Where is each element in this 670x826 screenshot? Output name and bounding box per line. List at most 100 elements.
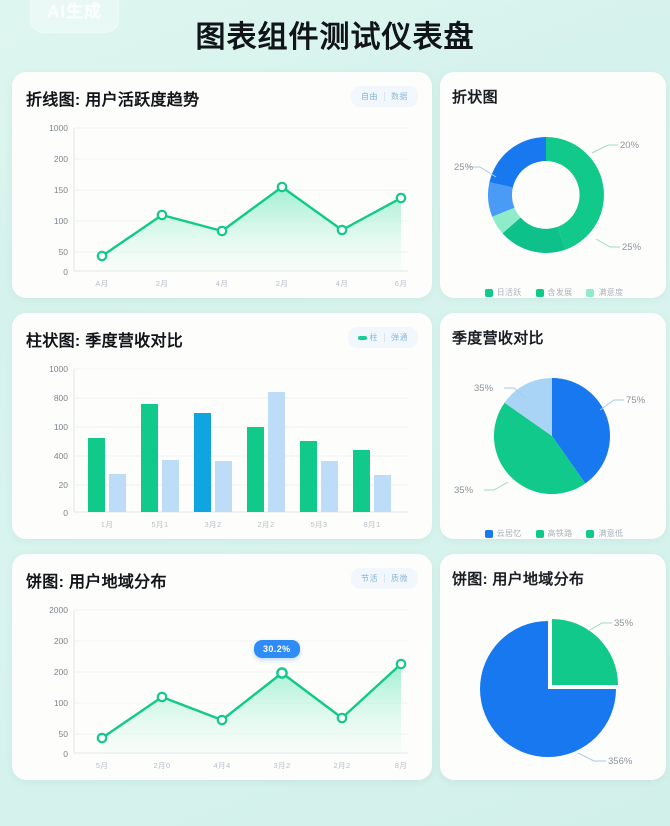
bar-series-b[interactable] bbox=[374, 475, 391, 512]
x-tick: 5月1 bbox=[151, 520, 168, 529]
data-point[interactable] bbox=[395, 192, 407, 204]
leader-line-top-right bbox=[591, 144, 618, 154]
toggle-option-left[interactable]: 柱 bbox=[357, 332, 379, 343]
bar-series-a[interactable] bbox=[88, 438, 105, 512]
bar-series-b[interactable] bbox=[215, 461, 232, 512]
legend-item[interactable]: 满意度 bbox=[586, 287, 623, 298]
x-tick: 6月 bbox=[395, 279, 407, 288]
data-point[interactable] bbox=[96, 250, 108, 262]
toggle-option-left[interactable]: 节活 bbox=[361, 573, 378, 584]
x-tick: A月 bbox=[95, 279, 108, 288]
data-point[interactable] bbox=[336, 712, 348, 724]
bar-series-a[interactable] bbox=[300, 441, 317, 512]
data-point[interactable] bbox=[96, 732, 108, 744]
data-point[interactable] bbox=[156, 691, 168, 703]
x-tick: 4月 bbox=[216, 279, 228, 288]
donut-slice-blue[interactable] bbox=[489, 137, 546, 188]
line-series-path bbox=[101, 663, 402, 739]
legend-label: 高铁路 bbox=[547, 529, 573, 538]
toggle-option-right[interactable]: 弹通 bbox=[391, 332, 408, 343]
card-title: 饼图: 用户地域分布 bbox=[26, 574, 167, 591]
card-pie-region: 饼图: 用户地域分布 35% 356% bbox=[440, 554, 666, 780]
pie-slice-green-exploded[interactable] bbox=[552, 619, 618, 685]
legend-item[interactable]: 日活跃 bbox=[484, 287, 522, 298]
chart-toggle-line-region[interactable]: 节活 质微 bbox=[351, 568, 418, 589]
toggle-right-label: 弹通 bbox=[391, 333, 408, 342]
chart-toggle-line-trend[interactable]: 自由 数据 bbox=[351, 86, 418, 107]
y-tick: 100 bbox=[54, 698, 68, 708]
donut-label-top-right: 20% bbox=[620, 140, 640, 151]
x-tick: 5月3 bbox=[310, 520, 327, 529]
bar-group-4[interactable] bbox=[247, 392, 285, 512]
data-point[interactable] bbox=[216, 714, 228, 726]
bar-group-2[interactable] bbox=[141, 404, 179, 512]
y-tick: 400 bbox=[54, 451, 68, 461]
data-point[interactable] bbox=[216, 225, 228, 237]
donut-slice-blue-light[interactable] bbox=[487, 182, 515, 217]
donut-slice-green-2[interactable] bbox=[502, 217, 566, 253]
line-data-points[interactable] bbox=[96, 658, 407, 744]
bar-series-b[interactable] bbox=[162, 460, 179, 512]
bar-series-b[interactable] bbox=[109, 474, 126, 512]
pie-slices[interactable] bbox=[480, 619, 618, 757]
pie-label-right: 35% bbox=[614, 618, 634, 629]
x-tick: 2月2 bbox=[333, 761, 350, 770]
card-title: 饼图: 用户地域分布 bbox=[452, 571, 585, 588]
page-title: 图表组件测试仪表盘 bbox=[195, 21, 475, 54]
y-tick: 1000 bbox=[49, 364, 68, 374]
y-tick: 0 bbox=[63, 267, 68, 277]
toggle-option-right[interactable]: 质微 bbox=[391, 573, 408, 584]
leader-line-bottom-right bbox=[595, 238, 620, 248]
y-tick: 100 bbox=[54, 422, 68, 432]
data-point[interactable] bbox=[156, 209, 168, 221]
line-area-fill bbox=[102, 664, 401, 753]
pie-slice-blue[interactable] bbox=[480, 621, 616, 757]
legend-item[interactable]: 云居忆 bbox=[484, 528, 522, 539]
donut-slices[interactable] bbox=[487, 137, 604, 253]
card-line-region: 饼图: 用户地域分布 节活 质微 bbox=[12, 554, 432, 780]
toggle-option-right[interactable]: 数据 bbox=[391, 91, 408, 102]
pie-legend: 云居忆 高铁路 满意低 bbox=[452, 528, 656, 539]
bar-group-3[interactable] bbox=[194, 413, 232, 512]
leader-line-bottom bbox=[577, 752, 606, 762]
legend-item[interactable]: 含发展 bbox=[535, 287, 573, 298]
pie-slice-blue[interactable] bbox=[552, 378, 611, 484]
donut-slice-green[interactable] bbox=[546, 137, 604, 250]
line-chart-trend: 1000 200 150 100 50 0 bbox=[26, 114, 418, 292]
card-pie-revenue: 季度营收对比 35% 75% 35% bbox=[440, 313, 666, 539]
data-point[interactable] bbox=[336, 224, 348, 236]
donut-slice-mint[interactable] bbox=[492, 207, 521, 234]
legend-label: 满意度 bbox=[598, 288, 624, 297]
pie-slice-light-blue[interactable] bbox=[504, 378, 553, 436]
legend-item[interactable]: 满意低 bbox=[586, 528, 623, 539]
data-point[interactable] bbox=[276, 181, 288, 193]
legend-item[interactable]: 高铁路 bbox=[535, 528, 573, 539]
line-data-points[interactable] bbox=[96, 181, 407, 262]
pie-slice-green[interactable] bbox=[493, 402, 586, 495]
donut-label-left: 25% bbox=[454, 162, 474, 173]
bar-series-a-highlighted[interactable] bbox=[194, 413, 211, 512]
bar-group-5[interactable] bbox=[300, 441, 338, 512]
bar-series-a[interactable] bbox=[247, 427, 264, 512]
x-tick: 8月 bbox=[395, 761, 407, 770]
x-tick: 3月2 bbox=[273, 761, 290, 770]
line-series-path bbox=[101, 185, 402, 257]
bar-series-b[interactable] bbox=[321, 461, 338, 512]
donut-chart-svg: 20% 25% 25% bbox=[454, 137, 642, 253]
y-tick: 50 bbox=[59, 247, 69, 257]
legend-swatch-icon bbox=[535, 288, 544, 297]
x-tick: 8月1 bbox=[363, 520, 380, 529]
legend-swatch-icon bbox=[484, 288, 493, 297]
bar-series-a[interactable] bbox=[141, 404, 158, 512]
pie-slices[interactable] bbox=[493, 378, 611, 495]
data-point[interactable] bbox=[395, 658, 407, 670]
bar-series-a[interactable] bbox=[353, 450, 370, 512]
chart-toggle-bar-revenue[interactable]: 柱 弹通 bbox=[347, 327, 418, 348]
toggle-option-left[interactable]: 自由 bbox=[361, 91, 378, 102]
bar-series-b[interactable] bbox=[268, 392, 285, 512]
bar-group-6[interactable] bbox=[353, 450, 391, 512]
x-tick: 2月2 bbox=[257, 520, 274, 529]
leader-line-top-left bbox=[504, 387, 527, 399]
data-point-active[interactable] bbox=[276, 667, 288, 679]
bar-group-1[interactable] bbox=[88, 438, 126, 512]
